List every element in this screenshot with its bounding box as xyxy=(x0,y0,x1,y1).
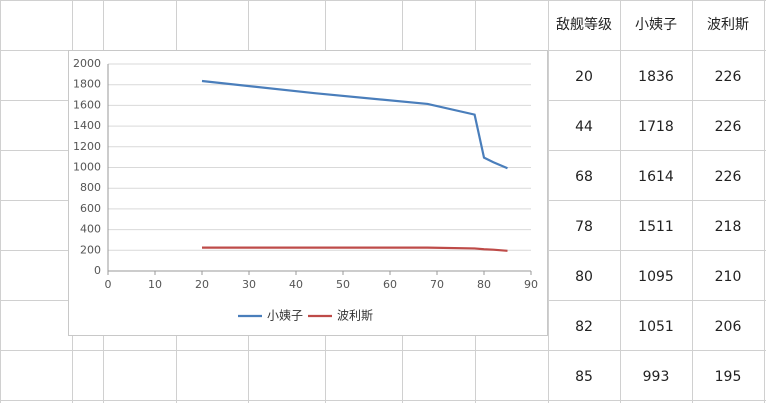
table-cell: 1614 xyxy=(638,169,674,185)
table-cell: 44 xyxy=(575,119,593,135)
table-header: 敌舰等级 xyxy=(556,16,612,33)
table-cell: 20 xyxy=(575,69,593,85)
x-tick-label: 30 xyxy=(242,278,256,291)
table-cell: 226 xyxy=(715,69,742,85)
table-header: 波利斯 xyxy=(707,17,749,33)
table-cell: 993 xyxy=(643,369,670,385)
table-header: 小姨子 xyxy=(635,17,677,33)
table-cell: 85 xyxy=(575,369,593,385)
series-line xyxy=(201,79,508,170)
table-cell: 218 xyxy=(715,219,742,235)
y-tick-label: 600 xyxy=(80,202,101,215)
chart-area xyxy=(68,50,548,336)
series-line xyxy=(202,246,508,252)
table-cell: 82 xyxy=(575,319,593,335)
table-cell: 68 xyxy=(575,169,593,185)
table-cell: 1511 xyxy=(638,219,674,235)
y-tick-label: 1600 xyxy=(73,98,101,111)
y-tick-label: 1400 xyxy=(73,119,101,132)
table-cell: 1718 xyxy=(638,119,674,135)
table-cell: 78 xyxy=(575,219,593,235)
y-tick-label: 2000 xyxy=(73,57,101,70)
x-tick-label: 40 xyxy=(289,278,303,291)
table-cell: 80 xyxy=(575,269,593,285)
x-tick-label: 50 xyxy=(336,278,350,291)
y-tick-label: 400 xyxy=(80,223,101,236)
x-tick-label: 80 xyxy=(477,278,491,291)
table-cell: 1051 xyxy=(638,319,674,335)
y-tick-label: 200 xyxy=(80,243,101,256)
x-tick-label: 10 xyxy=(148,278,162,291)
x-tick-label: 0 xyxy=(105,278,112,291)
table-cell: 210 xyxy=(715,269,742,285)
y-tick-label: 800 xyxy=(80,181,101,194)
x-tick-label: 70 xyxy=(430,278,444,291)
table-cell: 206 xyxy=(715,319,742,335)
legend-label: 波利斯 xyxy=(337,309,373,323)
y-tick-label: 1200 xyxy=(73,140,101,153)
x-tick-label: 60 xyxy=(383,278,397,291)
table-cell: 226 xyxy=(715,169,742,185)
table-cell: 226 xyxy=(715,119,742,135)
legend-label: 小姨子 xyxy=(267,309,303,323)
x-tick-label: 90 xyxy=(524,278,538,291)
table-cell: 1836 xyxy=(638,69,674,85)
table-cell: 1095 xyxy=(638,269,674,285)
table-cell: 195 xyxy=(715,369,742,385)
y-tick-label: 1800 xyxy=(73,78,101,91)
y-tick-label: 1000 xyxy=(73,161,101,174)
y-tick-label: 0 xyxy=(94,264,101,277)
x-tick-label: 20 xyxy=(195,278,209,291)
